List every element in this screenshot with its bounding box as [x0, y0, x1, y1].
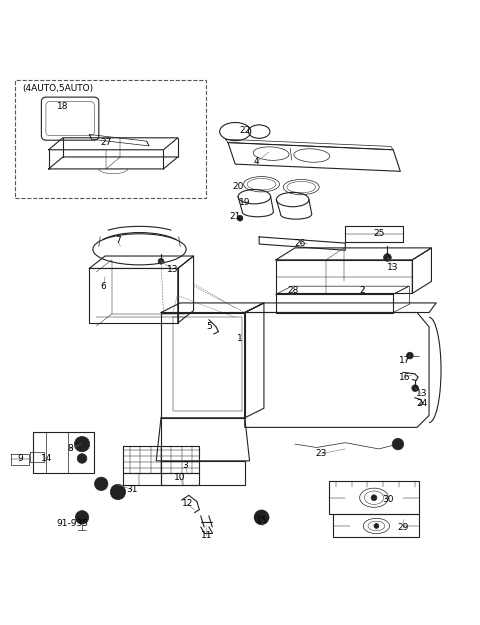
Circle shape — [254, 510, 269, 524]
Text: 7: 7 — [115, 236, 121, 245]
Circle shape — [75, 511, 89, 524]
Text: 4: 4 — [254, 158, 260, 166]
Text: 23: 23 — [316, 449, 327, 458]
Circle shape — [384, 254, 391, 261]
Text: 14: 14 — [40, 454, 52, 463]
Text: 21: 21 — [229, 213, 241, 221]
Text: 2: 2 — [359, 286, 365, 296]
Circle shape — [392, 438, 404, 450]
Circle shape — [95, 477, 108, 491]
Text: 3: 3 — [182, 461, 188, 470]
Text: 8: 8 — [67, 444, 73, 453]
Text: 15: 15 — [256, 516, 267, 525]
Text: 13: 13 — [167, 265, 179, 274]
Text: 13: 13 — [387, 262, 399, 271]
Text: 20: 20 — [232, 182, 243, 191]
Text: 16: 16 — [399, 372, 411, 382]
Text: 11: 11 — [201, 531, 212, 539]
Text: 91-935: 91-935 — [57, 519, 88, 528]
Circle shape — [98, 481, 105, 488]
Circle shape — [237, 216, 243, 221]
Text: 29: 29 — [397, 523, 408, 532]
Text: 31: 31 — [127, 485, 138, 494]
Circle shape — [114, 488, 122, 496]
Text: 28: 28 — [287, 286, 299, 296]
Circle shape — [110, 484, 126, 499]
Circle shape — [371, 495, 377, 501]
Circle shape — [412, 385, 419, 391]
Circle shape — [80, 456, 84, 461]
Text: 13: 13 — [416, 389, 428, 398]
Text: 1: 1 — [237, 334, 243, 343]
Text: 26: 26 — [294, 239, 305, 248]
Text: 22: 22 — [239, 126, 251, 135]
Text: 27: 27 — [100, 138, 112, 147]
Text: 30: 30 — [383, 494, 394, 504]
Text: (4AUTO,5AUTO): (4AUTO,5AUTO) — [22, 84, 93, 93]
Circle shape — [77, 454, 87, 463]
Text: 25: 25 — [373, 229, 384, 238]
Text: 5: 5 — [206, 322, 212, 331]
Text: 6: 6 — [101, 282, 107, 291]
Text: 19: 19 — [239, 198, 251, 207]
Text: 24: 24 — [416, 399, 428, 408]
Text: 12: 12 — [181, 499, 193, 509]
Text: 9: 9 — [17, 454, 23, 463]
Text: 18: 18 — [57, 102, 69, 111]
Circle shape — [407, 352, 413, 359]
Circle shape — [158, 258, 164, 264]
Circle shape — [374, 524, 379, 528]
Circle shape — [74, 436, 90, 452]
Text: 17: 17 — [399, 356, 411, 365]
Text: 10: 10 — [174, 473, 186, 482]
